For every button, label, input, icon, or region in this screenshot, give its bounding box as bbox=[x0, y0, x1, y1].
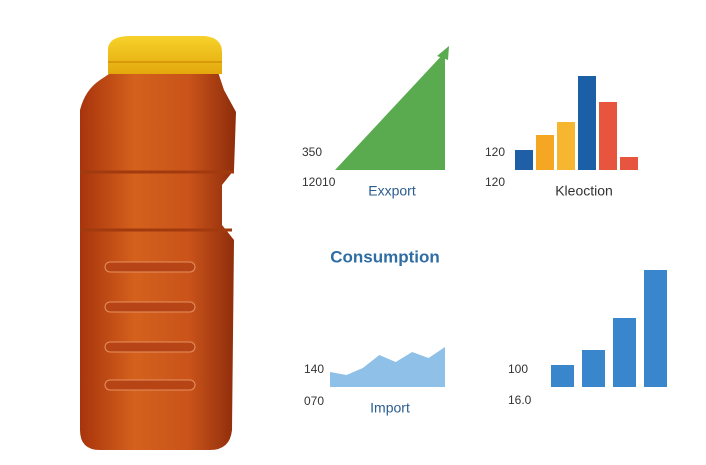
bar bbox=[578, 76, 596, 170]
export-label-top: 350 bbox=[302, 145, 322, 159]
import-title: Import bbox=[370, 400, 410, 416]
bar bbox=[557, 122, 575, 170]
import-label-bottom: 070 bbox=[304, 394, 324, 408]
consumption-label-top: 100 bbox=[508, 362, 528, 376]
bar bbox=[620, 157, 638, 170]
bar bbox=[613, 318, 636, 387]
bar bbox=[599, 102, 617, 170]
bar bbox=[582, 350, 605, 387]
heading: Consumption bbox=[330, 247, 440, 266]
production-title: Kleoction bbox=[555, 183, 613, 199]
bar bbox=[515, 150, 533, 170]
bar bbox=[536, 135, 554, 170]
export-title: Exxport bbox=[368, 183, 416, 199]
production-label-top: 120 bbox=[485, 145, 505, 159]
import-area bbox=[330, 347, 445, 387]
export-arrow bbox=[437, 46, 449, 60]
consumption-label-bottom: 16.0 bbox=[508, 393, 532, 407]
import-label-top: 140 bbox=[304, 362, 324, 376]
export-label-bottom: 12010 bbox=[302, 175, 336, 189]
bar bbox=[551, 365, 574, 387]
export-area bbox=[335, 52, 445, 170]
bar bbox=[644, 270, 667, 387]
production-label-bottom: 120 bbox=[485, 175, 505, 189]
bottle bbox=[80, 36, 236, 450]
